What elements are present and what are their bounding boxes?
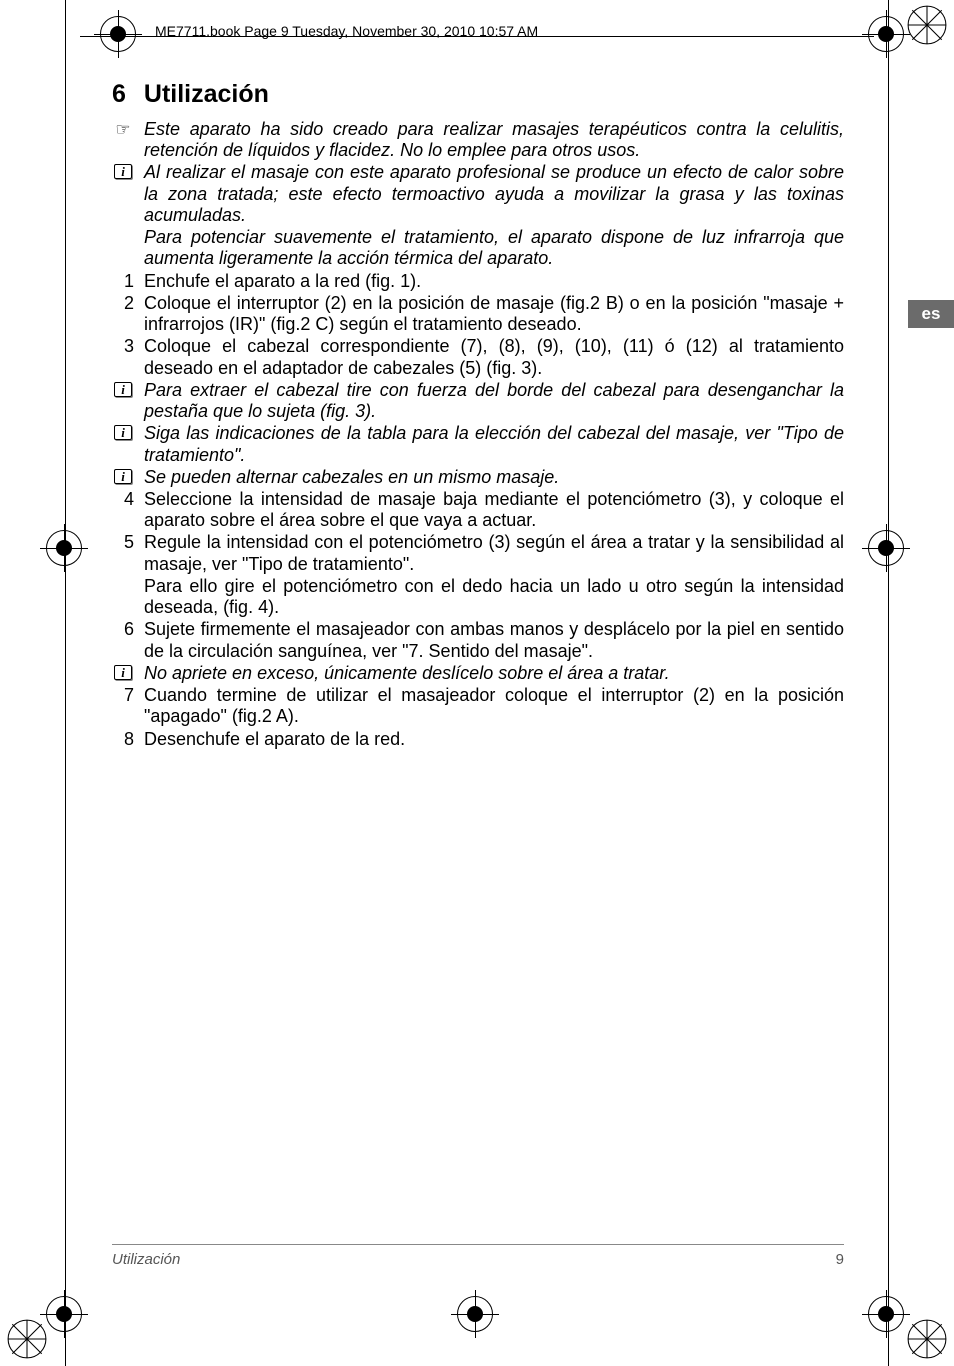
paragraph-row: i Al realizar el masaje con este aparato … (112, 162, 844, 226)
paragraph-text: Para ello gire el potenciómetro con el d… (144, 576, 844, 618)
page-footer: Utilización 9 (112, 1244, 844, 1268)
footer-page-number: 9 (836, 1251, 844, 1268)
info-icon: i (114, 164, 132, 179)
registration-mark-icon (868, 16, 908, 56)
page-content: 6 Utilización ☞ Este aparato ha sido crea… (112, 80, 844, 751)
info-icon: i (114, 382, 132, 397)
paragraph-text: Seleccione la intensidad de masaje baja … (144, 489, 844, 531)
paragraph-text: Se pueden alternar cabezales en un mismo… (144, 467, 844, 488)
step-number: 8 (112, 729, 134, 750)
paragraph-row: 5 Regule la intensidad con el potenciómet… (112, 532, 844, 574)
step-number: 5 (112, 532, 134, 553)
crop-line-left (65, 0, 66, 1366)
paragraph-text: Este aparato ha sido creado para realiza… (144, 119, 844, 161)
paragraph-text: Siga las indicaciones de la tabla para l… (144, 423, 844, 465)
info-icon: i (114, 469, 132, 484)
paragraph-row: 4 Seleccione la intensidad de masaje baja… (112, 489, 844, 531)
paragraph-row: 6 Sujete firmemente el masajeador con amb… (112, 619, 844, 661)
section-title: Utilización (144, 80, 269, 109)
starburst-icon (6, 1318, 48, 1360)
paragraph-row: ☞ Este aparato ha sido creado para realiz… (112, 119, 844, 161)
paragraph-row: i Para extraer el cabezal tire con fuerza… (112, 380, 844, 422)
spacer (112, 227, 134, 229)
paragraph-row: i No apriete en exceso, únicamente deslíc… (112, 663, 844, 684)
crop-line-right (888, 0, 889, 1366)
registration-mark-icon (100, 16, 140, 56)
step-number: 7 (112, 685, 134, 706)
paragraph-row: Para ello gire el potenciómetro con el d… (112, 576, 844, 618)
paragraph-row: i Siga las indicaciones de la tabla para … (112, 423, 844, 465)
info-icon: i (114, 665, 132, 680)
step-number: 6 (112, 619, 134, 640)
language-tab: es (908, 300, 954, 328)
paragraph-text: Para potenciar suavemente el tratamiento… (144, 227, 844, 269)
paragraph-text: Sujete firmemente el masajeador con amba… (144, 619, 844, 661)
paragraph-text: Enchufe el aparato a la red (fig. 1). (144, 271, 844, 292)
paragraph-text: Para extraer el cabezal tire con fuerza … (144, 380, 844, 422)
paragraph-row: 8 Desenchufe el aparato de la red. (112, 729, 844, 750)
paragraph-text: Coloque el cabezal correspondiente (7), … (144, 336, 844, 378)
registration-mark-icon (46, 1296, 86, 1336)
footer-section: Utilización (112, 1251, 180, 1268)
info-icon: i (114, 425, 132, 440)
step-number: 1 (112, 271, 134, 292)
header-text: ME7711.book Page 9 Tuesday, November 30,… (155, 23, 538, 39)
registration-mark-icon (457, 1296, 497, 1336)
step-number: 4 (112, 489, 134, 510)
registration-mark-icon (868, 1296, 908, 1336)
spacer (112, 576, 134, 578)
section-heading: 6 Utilización (112, 80, 844, 109)
paragraph-row: i Se pueden alternar cabezales en un mism… (112, 467, 844, 488)
section-number: 6 (112, 80, 126, 109)
paragraph-row: Para potenciar suavemente el tratamiento… (112, 227, 844, 269)
starburst-icon (906, 1318, 948, 1360)
starburst-icon (906, 4, 948, 46)
pointing-hand-icon: ☞ (115, 121, 130, 138)
paragraph-row: 7 Cuando termine de utilizar el masajeado… (112, 685, 844, 727)
paragraph-text: Cuando termine de utilizar el masajeador… (144, 685, 844, 727)
paragraph-text: Desenchufe el aparato de la red. (144, 729, 844, 750)
step-number: 2 (112, 293, 134, 314)
step-number: 3 (112, 336, 134, 357)
paragraph-text: Al realizar el masaje con este aparato p… (144, 162, 844, 226)
registration-mark-icon (868, 530, 908, 570)
paragraph-text: Regule la intensidad con el potenciómetr… (144, 532, 844, 574)
registration-mark-icon (46, 530, 86, 570)
paragraph-row: 1 Enchufe el aparato a la red (fig. 1). (112, 271, 844, 292)
paragraph-row: 3 Coloque el cabezal correspondiente (7),… (112, 336, 844, 378)
paragraph-text: Coloque el interruptor (2) en la posició… (144, 293, 844, 335)
paragraph-text: No apriete en exceso, únicamente deslíce… (144, 663, 844, 684)
paragraph-row: 2 Coloque el interruptor (2) en la posici… (112, 293, 844, 335)
